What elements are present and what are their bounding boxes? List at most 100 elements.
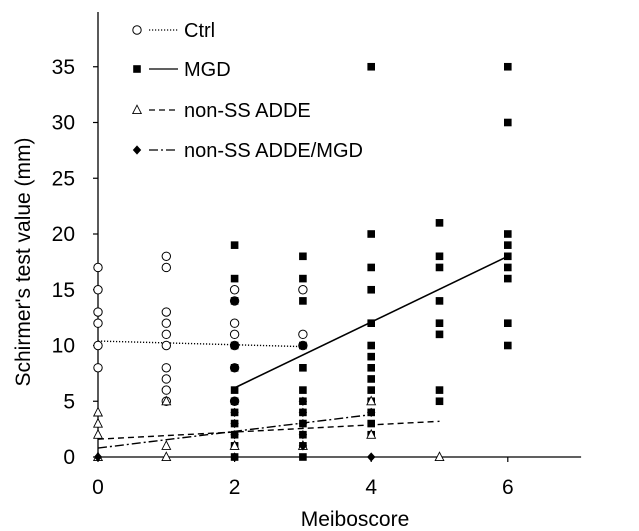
legend-marker	[131, 104, 143, 115]
data-point	[230, 407, 239, 417]
y-tick-label: 35	[52, 56, 75, 79]
data-point	[161, 363, 172, 373]
data-point	[367, 452, 376, 462]
data-point	[161, 440, 172, 450]
data-point	[229, 329, 240, 340]
axes: 0 5 10 15 20 25 30 35 0 2 4 6	[52, 12, 582, 499]
data-point	[435, 397, 444, 406]
legend-marker	[133, 65, 141, 73]
data-point	[299, 364, 307, 372]
data-point	[367, 230, 375, 238]
y-tick-label: 15	[52, 279, 75, 302]
data-point	[367, 352, 375, 361]
data-point	[367, 364, 375, 372]
data-point	[298, 329, 308, 340]
data-point	[298, 396, 308, 406]
x-tick-label: 4	[365, 476, 377, 499]
data-point	[230, 386, 239, 394]
data-point	[434, 451, 445, 462]
x-axis-label: Meiboscore	[301, 508, 410, 531]
legend-label: non-SS ADDE	[184, 100, 311, 122]
data-point	[161, 318, 172, 328]
data-point	[298, 407, 308, 417]
data-point	[504, 118, 512, 127]
data-point	[93, 285, 103, 295]
x-tick-label: 0	[92, 476, 104, 499]
data-point	[93, 318, 103, 328]
trend-line	[97, 420, 440, 440]
data-point	[504, 341, 512, 350]
data-point	[92, 417, 104, 428]
data-points	[92, 62, 512, 462]
legend-label: Ctrl	[184, 20, 215, 42]
y-tick-label: 20	[52, 223, 75, 246]
data-point	[93, 262, 103, 273]
data-point	[298, 418, 308, 429]
data-point	[504, 241, 512, 249]
data-point	[367, 319, 375, 327]
data-point	[504, 319, 512, 327]
data-point	[299, 252, 307, 261]
data-point	[435, 297, 444, 305]
data-point	[229, 440, 240, 450]
legend-marker	[132, 25, 142, 35]
y-tick-label: 5	[63, 390, 75, 413]
data-point	[435, 252, 444, 261]
data-point	[161, 395, 172, 406]
x-tick-label: 2	[229, 476, 241, 499]
data-point	[504, 230, 512, 238]
data-point	[229, 285, 240, 295]
data-point	[161, 451, 172, 462]
data-point	[229, 318, 240, 328]
y-tick-label: 25	[52, 167, 75, 190]
data-point	[367, 263, 375, 272]
data-point	[367, 62, 375, 71]
data-point	[504, 252, 512, 261]
data-point	[435, 386, 444, 394]
data-point	[367, 386, 375, 394]
legend-marker	[132, 145, 142, 155]
data-point	[93, 452, 103, 462]
data-point	[366, 428, 377, 439]
data-point	[299, 297, 307, 305]
x-tick-label: 6	[502, 476, 514, 499]
data-point	[161, 374, 172, 384]
data-point	[435, 319, 444, 327]
data-point	[435, 263, 444, 272]
data-point	[230, 397, 239, 406]
data-point	[299, 453, 307, 461]
data-point	[366, 395, 377, 406]
data-point	[435, 330, 444, 339]
data-point	[161, 385, 172, 395]
data-point	[298, 285, 308, 295]
trend-line	[97, 340, 303, 348]
data-point	[299, 274, 307, 283]
data-point	[230, 341, 239, 350]
data-point	[367, 285, 375, 294]
y-tick-label: 30	[52, 112, 75, 135]
data-point	[93, 307, 103, 317]
y-axis-label: Schirmer's test value (mm)	[12, 137, 35, 386]
data-point	[504, 274, 512, 283]
data-point	[93, 363, 103, 373]
data-point	[161, 329, 172, 340]
data-point	[161, 307, 172, 317]
data-point	[367, 341, 375, 350]
data-point	[161, 251, 172, 261]
data-point	[435, 219, 444, 227]
legend-label: MGD	[184, 59, 231, 81]
data-point	[230, 418, 239, 429]
legend-label: non-SS ADDE/MGD	[184, 140, 363, 162]
data-point	[504, 62, 512, 71]
data-point	[298, 441, 308, 451]
data-point	[230, 364, 239, 372]
data-point	[298, 430, 308, 440]
data-point	[230, 241, 239, 249]
data-point	[230, 452, 239, 462]
data-point	[92, 428, 104, 439]
data-point	[504, 263, 512, 272]
data-point	[299, 386, 307, 394]
data-point	[299, 341, 307, 350]
data-point	[367, 375, 375, 383]
